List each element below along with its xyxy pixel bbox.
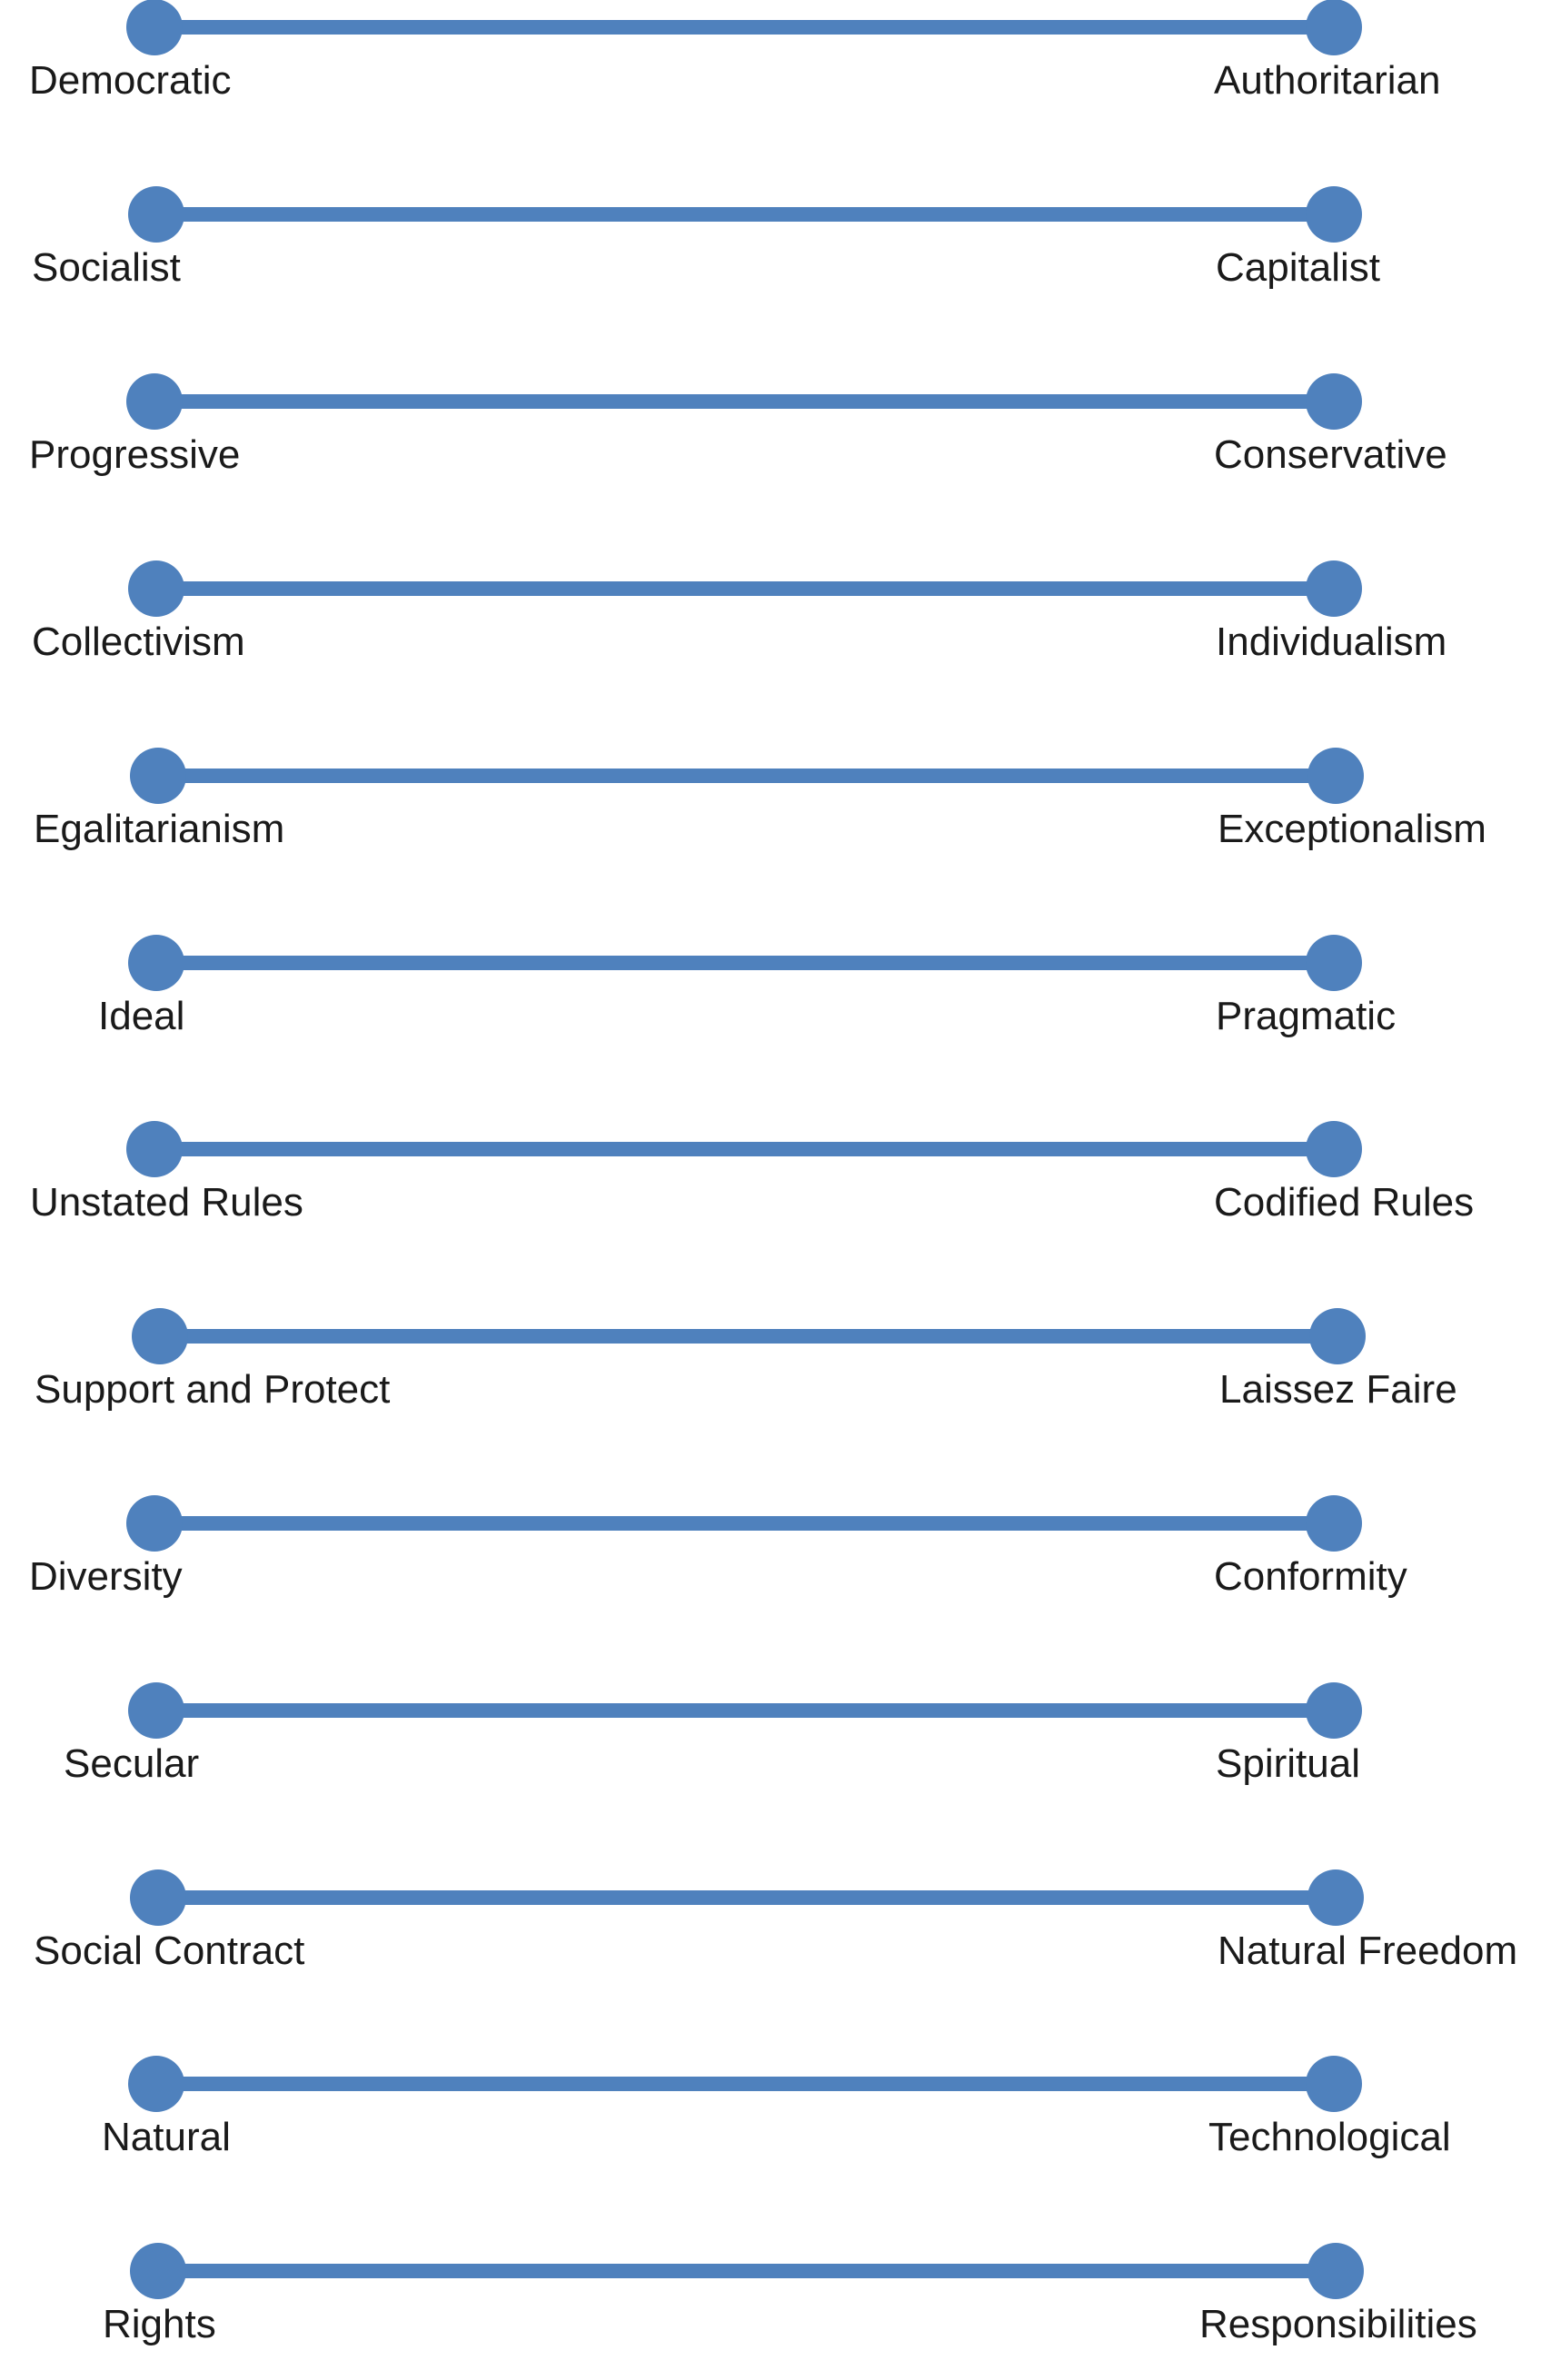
spectrum-left-label: Unstated Rules — [30, 1180, 303, 1225]
spectrum-left-endpoint — [126, 0, 183, 55]
spectrum-row: Socialist Capitalist — [32, 186, 1380, 290]
spectrum-right-endpoint — [1306, 0, 1362, 55]
spectrum-right-endpoint — [1306, 1121, 1362, 1177]
spectrum-left-endpoint — [126, 373, 183, 430]
spectrum-right-label: Conformity — [1214, 1554, 1407, 1599]
spectrum-left-label: Socialist — [32, 245, 181, 290]
spectrum-right-endpoint — [1306, 1682, 1362, 1739]
spectrum-right-endpoint — [1309, 1308, 1366, 1364]
spectrum-right-endpoint — [1307, 748, 1364, 804]
spectrum-row: Support and Protect Laissez Faire — [35, 1308, 1457, 1412]
spectrum-right-label: Codified Rules — [1214, 1180, 1474, 1225]
spectrum-right-label: Responsibilities — [1199, 2302, 1477, 2346]
spectrum-left-endpoint — [128, 560, 184, 617]
spectrum-row: Ideal Pragmatic — [98, 935, 1396, 1038]
spectrum-left-label: Secular — [64, 1741, 199, 1786]
spectrum-row: Secular Spiritual — [64, 1682, 1362, 1786]
spectrum-right-label: Individualism — [1216, 620, 1447, 664]
spectrum-left-label: Egalitarianism — [34, 807, 284, 851]
spectrum-left-label: Rights — [103, 2302, 216, 2346]
spectrum-right-label: Technological — [1208, 2115, 1451, 2159]
spectrum-left-label: Progressive — [29, 432, 240, 477]
spectrum-right-endpoint — [1306, 935, 1362, 991]
spectrum-row: Rights Responsibilities — [103, 2243, 1477, 2346]
spectrum-left-label: Ideal — [98, 994, 184, 1038]
spectrum-right-endpoint — [1306, 186, 1362, 243]
spectrum-right-label: Laissez Faire — [1219, 1367, 1457, 1412]
spectrum-row: Egalitarianism Exceptionalism — [34, 748, 1486, 851]
spectrum-left-endpoint — [128, 2056, 184, 2112]
spectrum-right-label: Exceptionalism — [1218, 807, 1486, 851]
spectrum-left-endpoint — [130, 748, 186, 804]
spectrum-right-label: Authoritarian — [1214, 58, 1440, 103]
spectrum-right-endpoint — [1307, 2243, 1364, 2299]
spectrum-left-endpoint — [130, 2243, 186, 2299]
spectrum-left-endpoint — [132, 1308, 188, 1364]
spectrum-left-endpoint — [126, 1121, 183, 1177]
spectrum-left-endpoint — [126, 1495, 183, 1552]
spectrum-left-endpoint — [128, 935, 184, 991]
spectrum-right-label: Pragmatic — [1216, 994, 1396, 1038]
spectrum-row: Natural Technological — [102, 2056, 1451, 2159]
spectrum-left-endpoint — [128, 186, 184, 243]
spectrum-row: Social Contract Natural Freedom — [34, 1869, 1517, 1973]
spectrum-right-label: Natural Freedom — [1218, 1929, 1517, 1973]
spectrum-left-endpoint — [128, 1682, 184, 1739]
spectrum-right-endpoint — [1306, 373, 1362, 430]
spectrum-row: Unstated Rules Codified Rules — [30, 1121, 1474, 1225]
spectrum-left-label: Support and Protect — [35, 1367, 390, 1412]
spectrum-left-label: Democratic — [29, 58, 232, 103]
spectrum-right-endpoint — [1306, 560, 1362, 617]
spectrum-right-endpoint — [1306, 2056, 1362, 2112]
spectrum-row: Progressive Conservative — [29, 373, 1447, 477]
spectrum-row: Collectivism Individualism — [32, 560, 1447, 664]
spectrum-right-endpoint — [1307, 1869, 1364, 1926]
spectrum-left-label: Diversity — [29, 1554, 183, 1599]
spectrum-right-label: Capitalist — [1216, 245, 1380, 290]
spectrum-row: Diversity Conformity — [29, 1495, 1407, 1599]
spectrum-right-label: Spiritual — [1216, 1741, 1360, 1786]
spectrum-right-label: Conservative — [1214, 432, 1447, 477]
spectrum-right-endpoint — [1306, 1495, 1362, 1552]
spectrum-left-label: Social Contract — [34, 1929, 304, 1973]
spectrum-left-label: Collectivism — [32, 620, 245, 664]
spectrum-row: Democratic Authoritarian — [29, 0, 1440, 103]
spectrum-left-label: Natural — [102, 2115, 231, 2159]
spectrum-left-endpoint — [130, 1869, 186, 1926]
